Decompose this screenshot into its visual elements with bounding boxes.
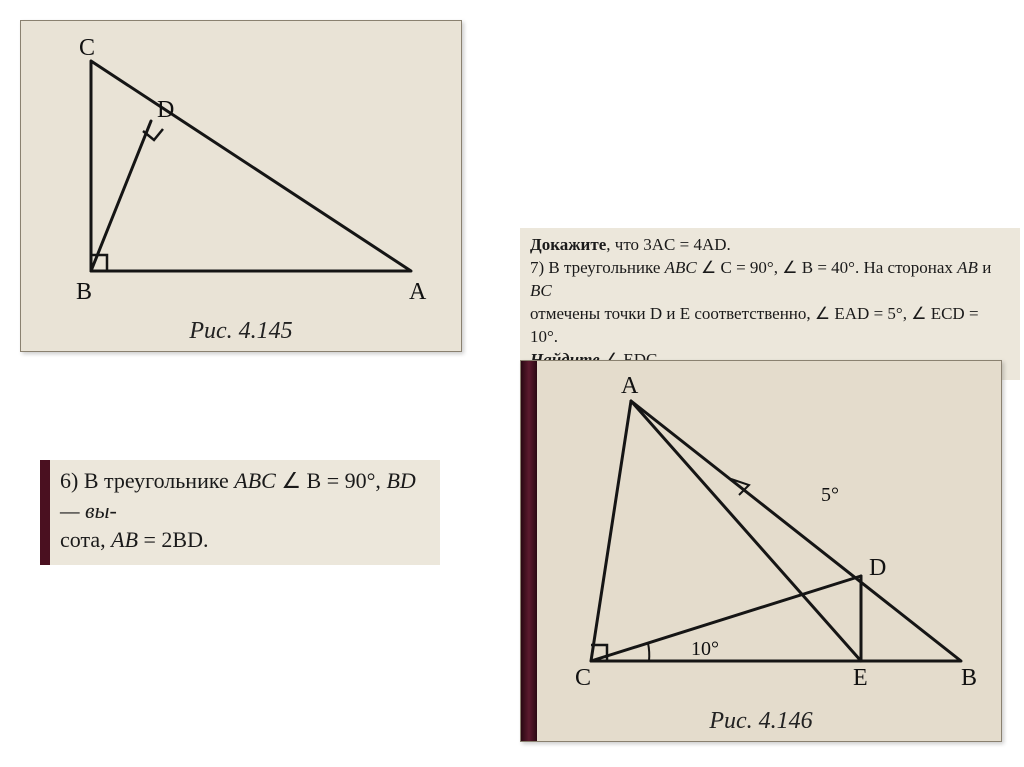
figure-4-146: A C B E D 5° 10° Рис. 4.146 xyxy=(520,360,1002,742)
angle-5deg: 5° xyxy=(821,484,839,506)
label-E2: E xyxy=(853,665,868,691)
p7-EAD: ∠ EAD = 5°, xyxy=(815,304,907,323)
label-D2: D xyxy=(869,555,886,581)
p7-angC: ∠ C = 90°, xyxy=(701,258,778,277)
problem-7-text: Докажите, что 3AC = 4AD. 7) В треугольни… xyxy=(520,228,1020,380)
label-C: C xyxy=(79,35,95,61)
p6-triangle: ABC xyxy=(234,468,276,493)
label-D: D xyxy=(157,97,174,123)
p7-line2: отмечены точки D и E соответственно, xyxy=(530,304,815,323)
p7-angB: ∠ B = 40°. xyxy=(782,258,859,277)
p7-and: и xyxy=(978,258,991,277)
p7-BC: BC xyxy=(530,281,552,300)
problem-6-text: 6) В треугольнике ABC ∠ B = 90°, BD — вы… xyxy=(40,460,440,565)
label-A2: A xyxy=(621,373,639,399)
label-B2: B xyxy=(961,665,977,691)
p6-prefix: 6) В треугольнике xyxy=(60,468,234,493)
p6-ab: AB xyxy=(111,527,138,552)
figure-4-145-caption: Рис. 4.145 xyxy=(21,318,461,345)
p7-prefix: 7) В треугольнике xyxy=(530,258,665,277)
p6-angle-b-value: = 90°, xyxy=(327,468,381,493)
figure-4-146-svg: A C B E D 5° 10° xyxy=(521,361,1001,741)
label-B: B xyxy=(76,279,92,305)
figure-4-145-svg: C B A D xyxy=(21,21,461,351)
label-C2: C xyxy=(575,665,591,691)
p7-tail1: На сторонах xyxy=(863,258,957,277)
p7-triangle: ABC xyxy=(665,258,697,277)
p6-line2-prefix: сота, xyxy=(60,527,111,552)
angle-10deg: 10° xyxy=(691,638,719,660)
p6-eq: = 2BD. xyxy=(144,527,209,552)
figure-4-145: C B A D Рис. 4.145 xyxy=(20,20,462,352)
p6-angle-b-label: ∠ B xyxy=(281,468,321,493)
p7-AB: AB xyxy=(957,258,978,277)
p7-prove-rest: , что 3AC = 4AD. xyxy=(606,235,731,254)
label-A: A xyxy=(409,279,427,305)
p7-prove: Докажите xyxy=(530,235,606,254)
figure-4-146-caption: Рис. 4.146 xyxy=(521,708,1001,735)
